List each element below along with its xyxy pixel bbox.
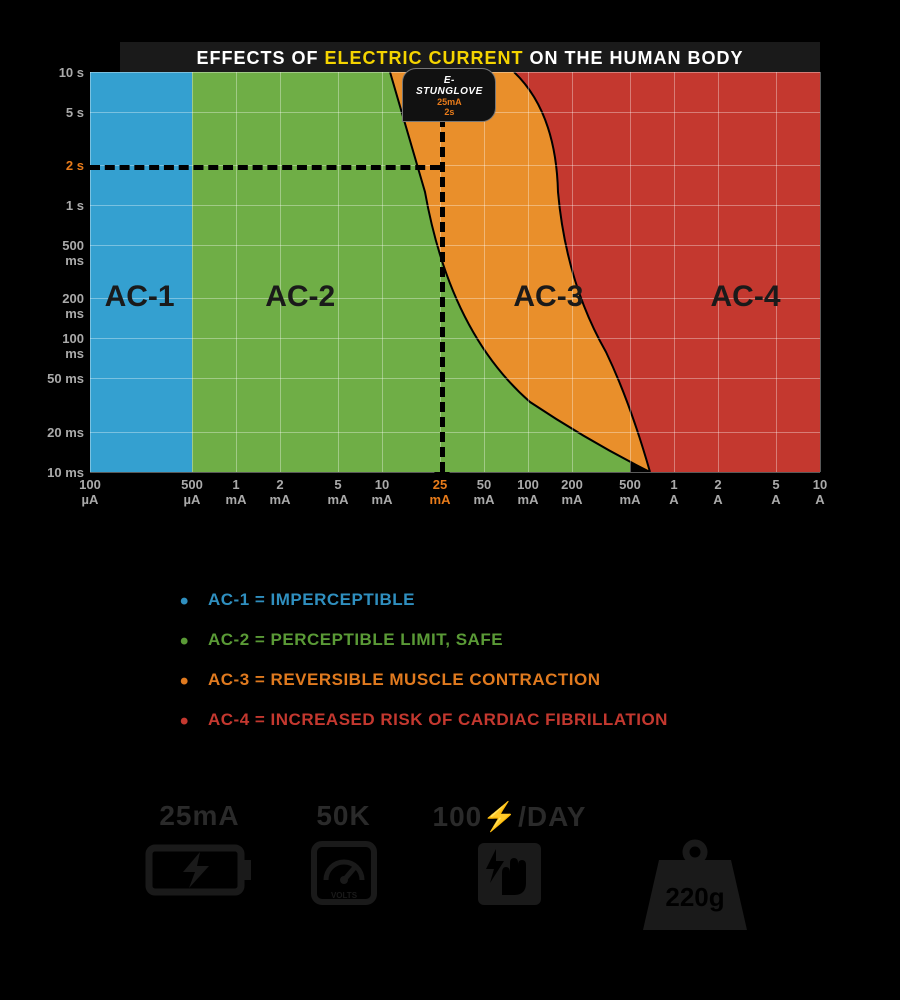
callout-time: 2s	[411, 107, 487, 117]
legend-item-ac4: AC-4 = INCREASED RISK OF CARDIAC FIBRILL…	[180, 710, 668, 730]
marker-current-line	[440, 72, 445, 472]
ytick: 100 ms	[40, 331, 84, 361]
xtick-highlight: 25mA	[425, 478, 455, 508]
specs-row: 25mA 50K VOLTS 100⚡/DAY	[120, 800, 780, 938]
xtick: 2A	[703, 478, 733, 508]
spec-current-value: 25mA	[145, 800, 255, 832]
zone-label-ac2: AC-2	[265, 280, 335, 314]
zone-label-ac1: AC-1	[105, 280, 175, 314]
spec-shocks: 100⚡/DAY	[433, 800, 587, 938]
zone-label-ac4: AC-4	[711, 280, 781, 314]
ytick: 50 ms	[40, 371, 84, 386]
ytick-highlight: 2 s	[40, 158, 84, 173]
ytick: 200 ms	[40, 291, 84, 321]
marker-time-line	[90, 165, 440, 170]
xtick: 10A	[805, 478, 835, 508]
ytick: 20 ms	[40, 425, 84, 440]
zone-label-ac3: AC-3	[513, 280, 583, 314]
legend: AC-1 = IMPERCEPTIBLE AC-2 = PERCEPTIBLE …	[180, 590, 668, 750]
marker-callout: E-STUNGLOVE 25mA 2s	[402, 68, 496, 122]
callout-current: 25mA	[411, 97, 487, 107]
title-post: ON THE HUMAN BODY	[524, 48, 744, 68]
zone-chart: AC-1 AC-2 AC-3 AC-4 E-STUNGLOVE 25mA 2s …	[90, 72, 820, 472]
legend-item-ac2: AC-2 = PERCEPTIBLE LIMIT, SAFE	[180, 630, 668, 650]
ytick: 500 ms	[40, 238, 84, 268]
spec-weight: . 220g	[635, 800, 755, 938]
xtick: 100µA	[75, 478, 105, 508]
weight-icon: 220g	[635, 838, 755, 938]
xtick: 100mA	[513, 478, 543, 508]
xtick: 1mA	[221, 478, 251, 508]
xtick: 500µA	[177, 478, 207, 508]
xtick: 1A	[659, 478, 689, 508]
title-pre: EFFECTS OF	[197, 48, 325, 68]
hand-bolt-icon	[472, 839, 547, 909]
xtick: 500mA	[615, 478, 645, 508]
spec-voltage-value: 50K	[304, 800, 384, 832]
svg-text:220g: 220g	[666, 882, 725, 912]
gauge-icon: VOLTS	[304, 838, 384, 908]
legend-item-ac3: AC-3 = REVERSIBLE MUSCLE CONTRACTION	[180, 670, 668, 690]
xtick: 5mA	[323, 478, 353, 508]
title-highlight: ELECTRIC CURRENT	[325, 48, 524, 68]
battery-bolt-icon	[145, 838, 255, 898]
svg-text:VOLTS: VOLTS	[330, 891, 357, 900]
spec-current: 25mA	[145, 800, 255, 938]
zone-curves	[90, 72, 820, 472]
spec-voltage: 50K VOLTS	[304, 800, 384, 938]
ytick: 1 s	[40, 198, 84, 213]
xtick: 2mA	[265, 478, 295, 508]
xtick: 10mA	[367, 478, 397, 508]
ytick: 5 s	[40, 105, 84, 120]
ytick: 10 s	[40, 65, 84, 80]
xtick: 200mA	[557, 478, 587, 508]
legend-item-ac1: AC-1 = IMPERCEPTIBLE	[180, 590, 668, 610]
xtick: 50mA	[469, 478, 499, 508]
callout-brand: E-STUNGLOVE	[411, 75, 487, 97]
spec-shocks-value: 100⚡/DAY	[433, 800, 587, 833]
xtick: 5A	[761, 478, 791, 508]
